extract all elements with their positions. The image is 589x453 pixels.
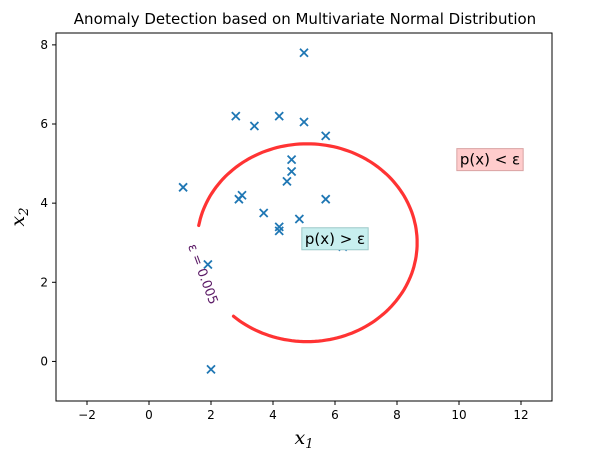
data-point [249,121,260,131]
contour-layer: ε = 0.005 [184,142,419,344]
data-point [299,117,309,127]
data-point-stroke [237,190,247,200]
x-axis-label: x1 [295,427,314,452]
data-point [282,176,292,187]
y-tick-label: 6 [40,117,48,131]
annotation-bg [456,148,524,172]
x-tick-label: 8 [393,408,401,422]
data-point-stroke [321,194,331,204]
contour-label: ε = 0.005 [184,242,220,307]
data-point-stroke [203,259,213,270]
data-point-stroke [178,182,188,192]
data-point [259,208,269,218]
data-point [294,214,304,224]
y-axis-ticks: 0 2 4 6 8 [40,38,56,368]
data-point [231,111,241,121]
y-axis-label-sub: 2 [17,208,32,217]
plot-frame [55,32,553,402]
data-point-stroke [299,48,309,58]
x-tick-label: 12 [513,408,528,422]
annotation-bg [301,227,369,251]
y-tick-label: 4 [40,196,48,210]
data-point [178,182,188,192]
x-tick-label: 4 [269,408,277,422]
data-point-stroke [321,131,331,141]
x-axis-label-sub: 1 [305,437,313,452]
data-point [321,131,331,141]
data-point [237,190,247,200]
data-point [274,226,284,236]
data-point-stroke [299,117,309,127]
data-point [286,166,297,177]
data-point-stroke [274,111,284,121]
data-point-stroke [274,226,284,236]
y-tick-label: 2 [40,275,48,289]
x-axis-ticks: −2 0 2 4 6 8 10 12 [78,401,529,422]
x-tick-label: 6 [331,408,339,422]
x-axis-label-main: x [295,427,306,449]
data-point-stroke [206,364,216,374]
data-point-stroke [231,111,241,121]
y-tick-label: 8 [40,38,48,52]
y-tick-label: 0 [40,354,48,368]
contour-line [197,142,419,344]
chart-title: Anomaly Detection based on Multivariate … [74,10,536,28]
x-tick-label: −2 [78,408,96,422]
data-point [203,259,213,270]
annotation-box: p(x) < ε [456,148,524,172]
x-tick-label: 0 [145,408,153,422]
data-point-stroke [282,176,292,187]
data-point [321,194,331,204]
data-point [206,364,216,374]
scatter-points [178,48,348,374]
data-point-stroke [294,214,304,224]
y-axis-label: x2 [7,208,32,227]
annotation-text: p(x) > ε [305,230,365,248]
annotation-text: p(x) < ε [460,151,520,169]
data-point [299,48,309,58]
data-point [274,222,284,232]
data-point-stroke [274,222,284,232]
data-point-stroke [249,121,260,131]
data-point [274,111,284,121]
y-axis-label-main: x [7,216,29,227]
data-point-stroke [286,154,297,165]
annotations: p(x) < ε p(x) > ε [301,148,524,251]
data-point-stroke [259,208,269,218]
data-point [286,154,297,165]
data-point-stroke [286,166,297,177]
x-tick-label: 2 [207,408,215,422]
x-tick-label: 10 [451,408,466,422]
annotation-box: p(x) > ε [301,227,369,251]
